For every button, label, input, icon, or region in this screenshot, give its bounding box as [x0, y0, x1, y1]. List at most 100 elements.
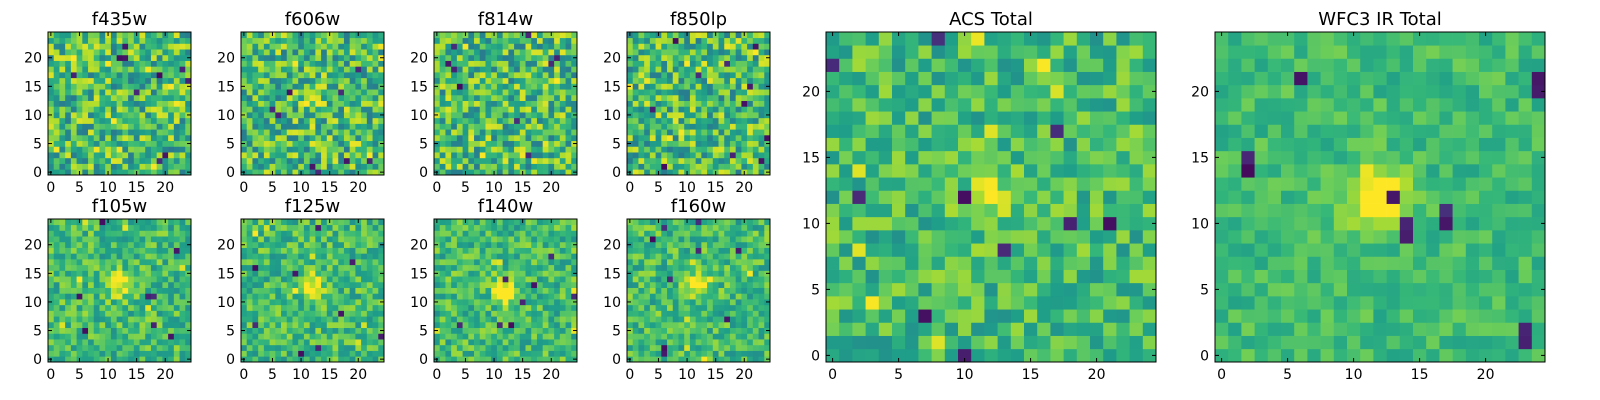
heatmap-cell — [554, 163, 561, 170]
heatmap-cell — [502, 83, 509, 90]
heatmap-cell — [173, 293, 180, 300]
heatmap-cell — [712, 134, 719, 142]
heatmap-cell — [542, 146, 549, 153]
heatmap-cell — [496, 356, 503, 363]
heatmap-cell — [258, 253, 265, 260]
heatmap-cell — [649, 77, 656, 84]
y-tick-label: 20 — [217, 51, 235, 67]
heatmap-cell — [65, 106, 72, 113]
heatmap-cell — [281, 224, 288, 231]
heatmap-cell — [298, 339, 305, 346]
heatmap-cell — [275, 281, 282, 288]
heatmap-cell — [349, 293, 356, 300]
heatmap-cell — [661, 327, 668, 334]
heatmap-cell — [627, 89, 634, 96]
heatmap-cell — [712, 77, 719, 84]
heatmap-cell — [701, 134, 708, 142]
heatmap-cell — [105, 43, 112, 50]
heatmap-cell — [536, 299, 544, 306]
heatmap-cell — [156, 157, 163, 164]
heatmap-cell — [508, 339, 515, 346]
heatmap-cell — [76, 339, 83, 346]
heatmap-cell — [258, 236, 265, 243]
y-tick-label: 10 — [603, 108, 621, 124]
heatmap-cell — [548, 293, 555, 300]
heatmap-cell — [649, 316, 656, 323]
heatmap-cell — [519, 163, 526, 170]
heatmap-cell — [456, 224, 463, 231]
heatmap-cell — [519, 94, 526, 101]
heatmap-cell — [496, 316, 503, 323]
heatmap-cell — [741, 316, 748, 323]
heatmap-cell — [252, 304, 259, 311]
heatmap-cell — [554, 333, 561, 340]
heatmap-cell — [752, 134, 759, 142]
heatmap-cell — [99, 32, 106, 39]
heatmap-cell — [508, 236, 515, 243]
heatmap-cell — [758, 123, 765, 130]
heatmap-cell — [508, 60, 515, 67]
heatmap-cell — [65, 356, 72, 363]
heatmap-cell — [252, 123, 259, 130]
heatmap-cell — [65, 163, 72, 170]
heatmap-cell — [764, 293, 771, 300]
heatmap-cell — [554, 152, 561, 159]
heatmap-cell — [258, 299, 265, 306]
heatmap-cell — [752, 106, 759, 113]
heatmap-cell — [474, 310, 481, 317]
heatmap-cell — [303, 140, 310, 147]
heatmap-cell — [99, 117, 106, 124]
heatmap-cell — [468, 54, 475, 61]
heatmap-cell — [298, 129, 305, 136]
heatmap-cell — [684, 157, 691, 164]
heatmap-cell — [309, 276, 316, 283]
heatmap-cell — [281, 281, 288, 288]
heatmap-cell — [519, 316, 526, 323]
heatmap-cell — [122, 32, 129, 39]
heatmap-cell — [627, 100, 634, 107]
heatmap-cell — [128, 123, 135, 130]
heatmap-cell — [173, 140, 180, 147]
heatmap-cell — [741, 163, 748, 170]
heatmap-cell — [303, 224, 310, 231]
heatmap-cell — [712, 304, 719, 311]
heatmap-cell — [162, 123, 169, 130]
heatmap-cell — [76, 247, 83, 254]
heatmap-cell — [286, 89, 293, 96]
heatmap-cell — [326, 112, 333, 119]
heatmap-cell — [258, 230, 265, 237]
heatmap-cell — [309, 123, 316, 130]
heatmap-cell — [638, 310, 645, 317]
heatmap-cell — [241, 89, 248, 96]
heatmap-cell — [110, 356, 117, 363]
heatmap-cell — [496, 72, 503, 79]
heatmap-cell — [456, 169, 463, 176]
heatmap-cell — [179, 259, 186, 266]
heatmap-cell — [491, 129, 498, 136]
heatmap-cell — [133, 83, 140, 90]
heatmap-cell — [462, 66, 469, 73]
heatmap-cell — [59, 112, 66, 119]
heatmap-cell — [451, 117, 458, 124]
heatmap-cell — [729, 350, 737, 357]
heatmap-cell — [649, 106, 656, 113]
heatmap-cell — [468, 157, 475, 164]
heatmap-cell — [88, 281, 95, 288]
heatmap-cell — [275, 270, 282, 277]
heatmap-cell — [76, 83, 83, 90]
heatmap-cell — [536, 83, 544, 90]
heatmap-cell — [571, 287, 578, 294]
heatmap-cell — [496, 32, 503, 39]
heatmap-cell — [672, 310, 679, 317]
heatmap-cell — [246, 219, 253, 226]
heatmap-cell — [133, 350, 140, 357]
heatmap-cell — [542, 49, 549, 56]
heatmap-cell — [445, 316, 452, 323]
heatmap-cell — [542, 54, 549, 61]
heatmap-cell — [128, 100, 135, 107]
heatmap-cell — [649, 37, 656, 44]
heatmap-cell — [439, 152, 446, 159]
heatmap-cell — [349, 350, 356, 357]
heatmap-cell — [263, 339, 270, 346]
heatmap-cell — [70, 276, 77, 283]
